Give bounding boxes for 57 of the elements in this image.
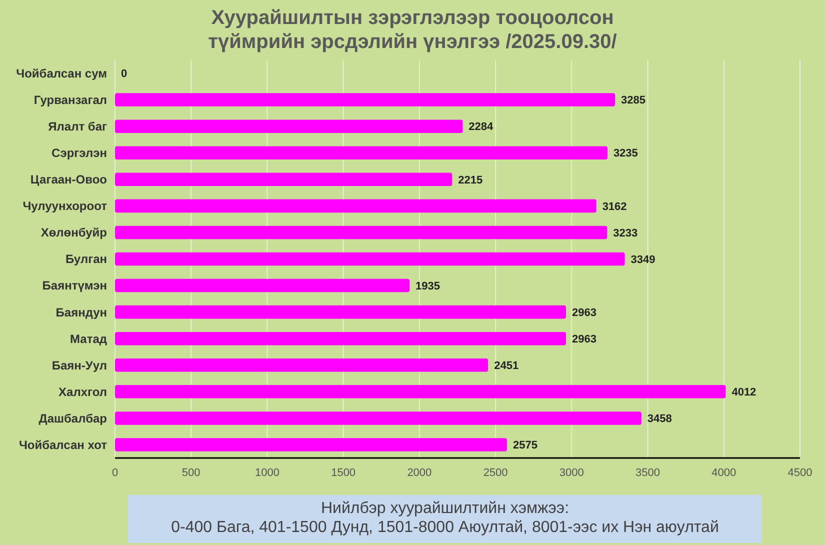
data-label: 2963 bbox=[572, 306, 597, 319]
x-tick-label: 0 bbox=[112, 467, 118, 479]
data-label: 2284 bbox=[468, 121, 494, 134]
bar bbox=[115, 332, 566, 346]
data-label: 4012 bbox=[732, 386, 756, 399]
bar bbox=[115, 146, 608, 160]
data-label: 3162 bbox=[602, 200, 627, 213]
x-tick-label: 1500 bbox=[331, 467, 356, 479]
x-tick-label: 2500 bbox=[483, 467, 508, 479]
text: 0-400 Бага, 401-1500 Дунд, 1501-8000 Аюултай, 8001-ээс их Нэн аюултай bbox=[171, 519, 719, 536]
data-label: 0 bbox=[121, 68, 128, 80]
data-label: 2451 bbox=[494, 360, 519, 372]
chart-title: Хуурайшилтын зэрэглэлээр тооцоолсон түймрийн эрсдэлийн үнэлгээ /2025.09.30/ bbox=[208, 7, 618, 53]
y-tick-label: Цагаан-Овоо bbox=[30, 172, 107, 187]
x-tick-label: 4000 bbox=[712, 467, 736, 479]
data-label: 2575 bbox=[512, 440, 538, 452]
y-tick-label: Баян-Уул bbox=[52, 358, 107, 372]
y-tick-label: Баянтүмэн bbox=[42, 278, 107, 293]
bar bbox=[115, 252, 625, 266]
x-tick-label: 1000 bbox=[254, 467, 280, 479]
text: Нийлбэр хуурайшилтийн хэмжээ: bbox=[320, 500, 570, 517]
bar bbox=[115, 226, 608, 240]
y-tick-label: Дашбалбар bbox=[38, 411, 107, 426]
y-tick-label: Халхгол bbox=[58, 384, 107, 399]
data-label: 1935 bbox=[416, 280, 440, 292]
y-tick-label: Чойбалсан сум bbox=[16, 66, 108, 80]
data-label: 3349 bbox=[630, 254, 656, 266]
y-tick-label: Гурванзагал bbox=[34, 93, 107, 107]
x-tick-label: 500 bbox=[182, 467, 200, 479]
y-tick-label: Булган bbox=[65, 252, 107, 266]
x-tick-label: 3500 bbox=[636, 467, 660, 479]
bar bbox=[115, 93, 616, 106]
data-label: 3285 bbox=[621, 94, 646, 107]
bar bbox=[115, 278, 410, 292]
x-tick-label: 4500 bbox=[788, 467, 812, 479]
bar bbox=[115, 412, 642, 425]
data-label: 3458 bbox=[647, 413, 672, 426]
data-label: 2963 bbox=[572, 333, 597, 346]
data-label: 2215 bbox=[458, 174, 483, 186]
bar bbox=[115, 385, 726, 398]
y-tick-label: Ялалт баг bbox=[48, 120, 107, 134]
x-tick-label: 3000 bbox=[559, 467, 584, 479]
data-label: 3235 bbox=[613, 148, 638, 160]
y-tick-label: Чойбалсан хот bbox=[18, 438, 108, 452]
y-tick-label: Чулуунхороот bbox=[22, 199, 108, 214]
x-tick-label: 2000 bbox=[407, 467, 432, 479]
bar bbox=[115, 172, 452, 186]
y-tick-label: Хөлөнбуйр bbox=[40, 226, 107, 240]
bar bbox=[115, 120, 463, 133]
bar bbox=[115, 305, 566, 319]
y-tick-label: Баяндун bbox=[56, 305, 107, 320]
bar bbox=[115, 438, 507, 452]
data-label: 3233 bbox=[613, 227, 638, 240]
y-tick-label: Матад bbox=[70, 332, 108, 346]
bar bbox=[115, 199, 596, 213]
bar bbox=[115, 358, 488, 372]
y-tick-label: Сэргэлэн bbox=[52, 146, 107, 160]
